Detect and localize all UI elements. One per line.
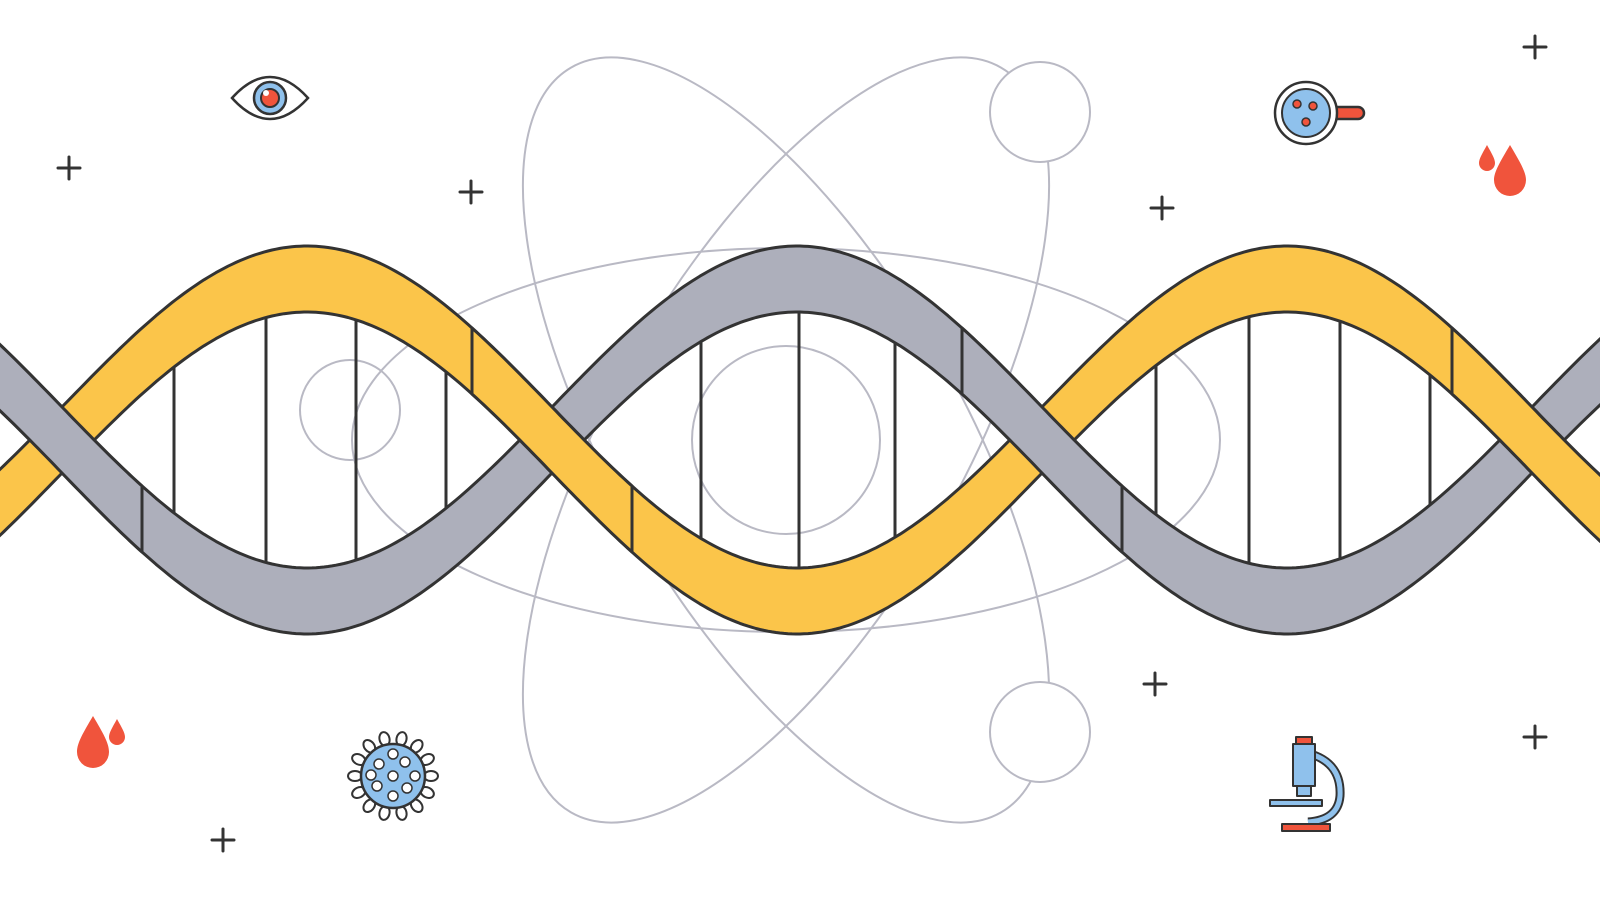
dna-strands [0,244,1600,636]
plus-sign-icon [210,827,236,853]
plus-sign-icon [1522,34,1548,60]
plus-sign-icon [56,155,82,181]
plus-sparkles [56,34,1548,853]
dna-strand-gray-front [0,326,1124,554]
blood-drops-icon [1479,145,1526,196]
plus-sign-icon [1522,724,1548,750]
microscope-icon [1269,736,1345,832]
plus-sign-icon [1142,671,1168,697]
dna-strand-yellow-front [470,326,1600,554]
plus-sign-icon [458,179,484,205]
atom-electron-left [299,359,401,461]
eye-icon [230,75,310,121]
atom-electron-top-right [989,61,1091,163]
petri-dish-icon [1273,80,1366,146]
blood-drops-icon [77,716,125,768]
plus-sign-icon [1149,195,1175,221]
virus-icon [347,731,439,821]
dna-base-pairs [172,312,1432,568]
atom-nucleus [691,345,881,535]
atom-electron-bottom-right [989,681,1091,783]
dna-strand-gray-back [0,244,1600,636]
